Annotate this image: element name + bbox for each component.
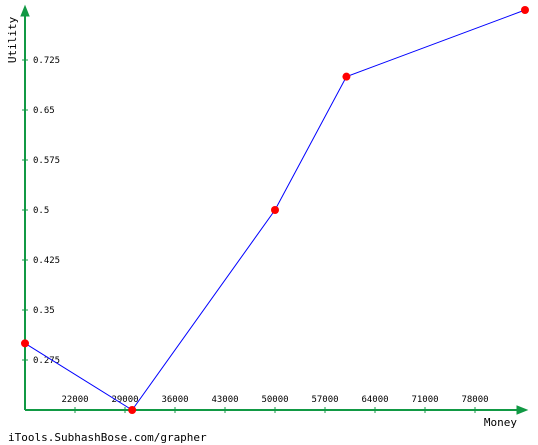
x-tick-label: 50000	[261, 395, 288, 405]
y-tick-label: 0.65	[33, 106, 55, 116]
point	[521, 6, 529, 14]
footer: iTools.SubhashBose.com/grapher	[8, 431, 207, 444]
x-tick-label: 71000	[411, 395, 438, 405]
x-tick-label: 78000	[461, 395, 488, 405]
y-tick-label: 0.425	[33, 256, 60, 266]
point	[21, 339, 29, 348]
y-axis-label: Utility	[6, 16, 19, 63]
x-tick-label: 43000	[211, 395, 238, 405]
x-tick-label: 22000	[61, 395, 88, 405]
x-tick-label: 29000	[111, 395, 138, 405]
y-tick-label: 0.5	[33, 206, 49, 216]
y-tick-label: 0.35	[33, 306, 55, 316]
x-tick-label: 57000	[311, 395, 338, 405]
point	[128, 406, 137, 414]
x-tick-label: 36000	[161, 395, 188, 405]
y-tick-label: 0.275	[33, 356, 60, 366]
point	[271, 206, 279, 214]
x-axis-label: Money	[484, 416, 517, 429]
y-tick-label: 0.725	[33, 56, 60, 66]
point	[342, 72, 351, 81]
x-tick-label: 64000	[361, 395, 388, 405]
y-tick-label: 0.575	[33, 156, 60, 166]
